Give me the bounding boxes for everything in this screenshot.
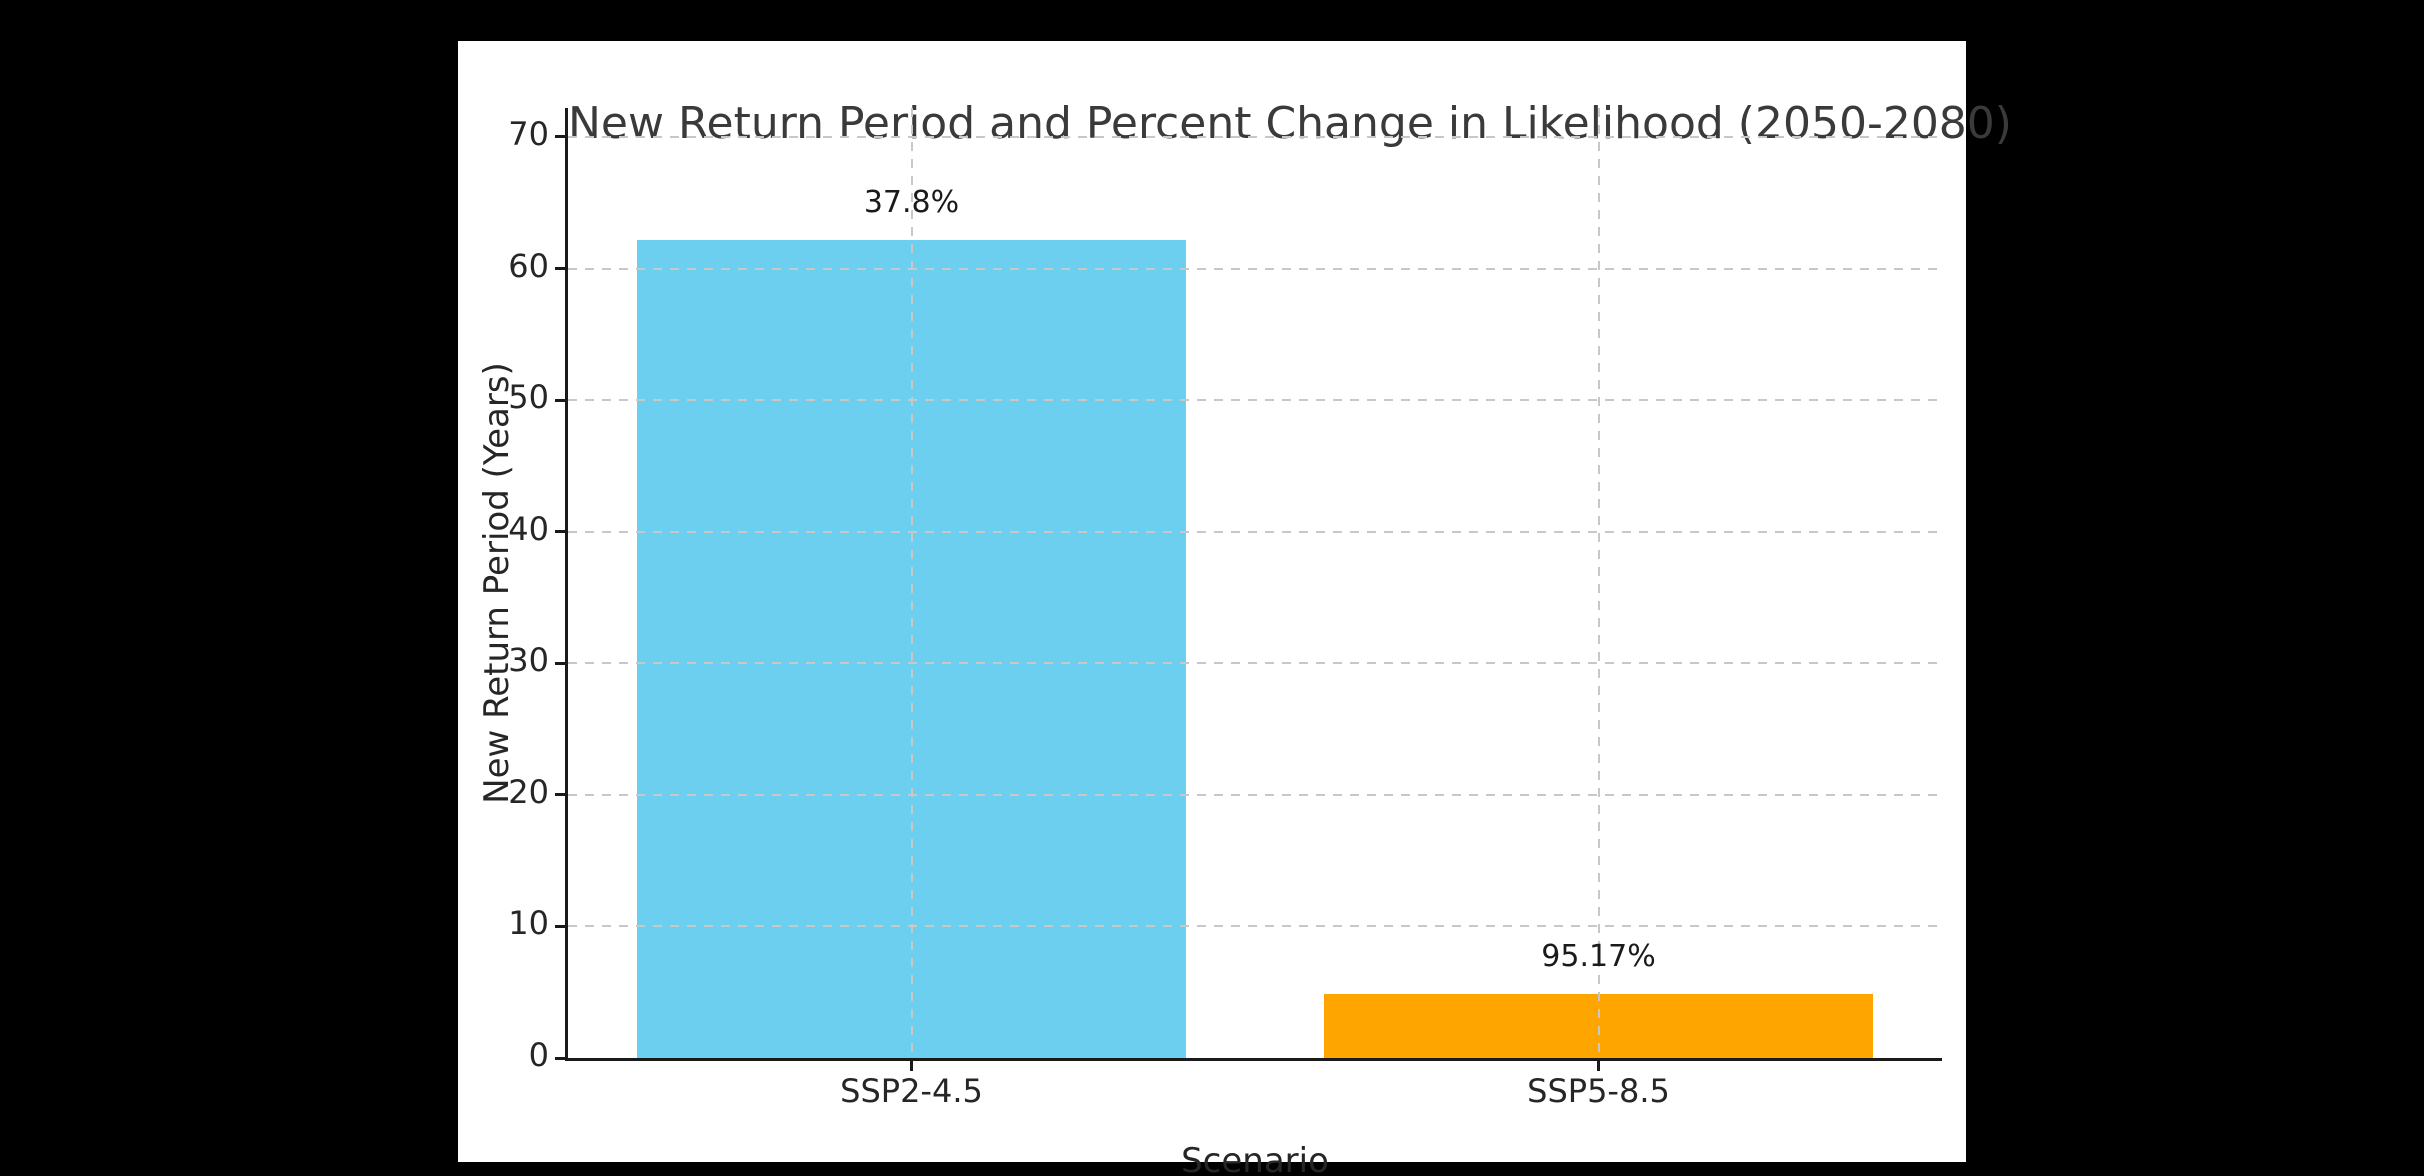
x-tick-label: SSP5-8.5 [1527, 1072, 1670, 1110]
y-tick-label: 10 [508, 904, 549, 943]
x-tick-mark [1597, 1061, 1600, 1071]
y-tick-label: 0 [528, 1036, 549, 1074]
y-tick-mark [555, 1056, 565, 1060]
h-gridline [568, 925, 1942, 928]
chart-title: New Return Period and Percent Change in … [568, 98, 2012, 149]
v-gridline [910, 108, 913, 1058]
x-tick-mark [910, 1061, 913, 1071]
h-gridline [568, 135, 1942, 138]
h-gridline [568, 267, 1942, 270]
y-tick-label: 20 [508, 772, 549, 811]
bar-value-label: 95.17% [1541, 939, 1656, 975]
y-tick-mark [555, 267, 565, 271]
chart-figure: New Return Period and Percent Change in … [458, 41, 2012, 1176]
y-tick-label: 50 [508, 378, 549, 417]
y-axis-spine [565, 108, 568, 1058]
bar-value-label: 37.8% [863, 184, 960, 220]
x-axis-spine [565, 1058, 1942, 1061]
x-axis-label: Scenario [1181, 1141, 1329, 1176]
y-tick-mark [555, 661, 565, 665]
h-gridline [568, 793, 1942, 796]
h-gridline [568, 530, 1942, 533]
h-gridline [568, 662, 1942, 665]
y-tick-mark [555, 924, 565, 928]
y-tick-mark [555, 530, 565, 534]
x-tick-label: SSP2-4.5 [840, 1072, 983, 1110]
y-tick-mark [555, 398, 565, 402]
v-gridline [1597, 108, 1600, 1058]
y-tick-label: 60 [508, 246, 549, 285]
y-tick-mark [555, 793, 565, 797]
y-tick-mark [555, 135, 565, 139]
y-tick-label: 30 [508, 641, 549, 680]
h-gridline [568, 399, 1942, 402]
plot-area: 0 10 20 30 40 50 60 70 37.8% SSP2-4.5 95.17% SSP5-8… [508, 108, 1942, 1110]
y-tick-label: 40 [508, 509, 549, 548]
y-axis-label-text: New Return Period (Years) [477, 362, 517, 804]
y-tick-label: 70 [508, 114, 549, 153]
